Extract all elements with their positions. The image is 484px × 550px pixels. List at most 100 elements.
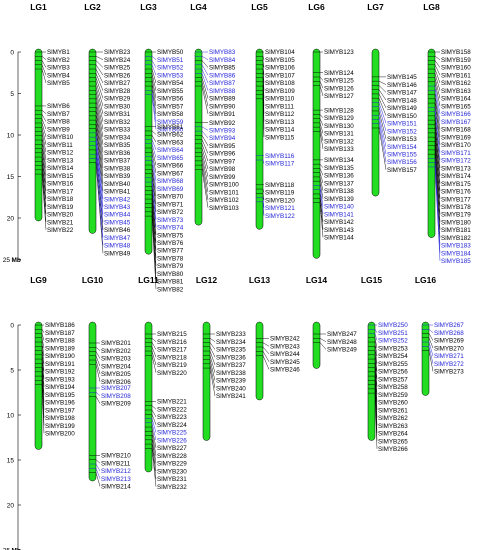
gene-label: SlMYB49 xyxy=(104,250,131,257)
chromosome-bar xyxy=(367,321,376,441)
gene-connector xyxy=(374,371,378,411)
gene-connector xyxy=(95,392,101,396)
gene-connector xyxy=(262,342,270,347)
gene-connector xyxy=(151,64,157,76)
gene-label: SlMYB166 xyxy=(441,111,471,118)
gene-connector xyxy=(434,149,441,231)
gene-label: SlMYB250 xyxy=(378,322,408,329)
gene-label: SlMYB80 xyxy=(157,271,184,278)
gene-label: SlMYB28 xyxy=(104,88,131,95)
gene-connector xyxy=(41,350,45,372)
gene-label: SlMYB70 xyxy=(157,194,184,201)
gene-label: SlMYB43 xyxy=(104,204,131,211)
linkage-group-lg12: LG12SlMYB233SlMYB234SlMYB235SlMYB236SlMY… xyxy=(196,275,246,441)
gene-connector xyxy=(95,68,104,84)
gene-label: SlMYB112 xyxy=(265,111,295,118)
gene-label: SlMYB17 xyxy=(47,188,74,195)
gene-connector xyxy=(95,98,104,138)
gene-connector xyxy=(151,94,157,130)
gene-connector xyxy=(201,143,209,162)
gene-connector xyxy=(262,73,265,91)
gene-label: SlMYB260 xyxy=(378,400,408,407)
gene-label: SlMYB228 xyxy=(157,453,187,460)
gene-label: SlMYB109 xyxy=(265,88,295,95)
gene-label: SlMYB40 xyxy=(104,181,131,188)
linkage-group-lg5: LG5SlMYB104SlMYB105SlMYB106SlMYB107SlMYB… xyxy=(251,2,295,230)
gene-label: SlMYB159 xyxy=(441,57,471,64)
gene-connector xyxy=(201,64,209,76)
gene-label: SlMYB87 xyxy=(209,80,236,87)
gene-connector xyxy=(428,350,434,372)
gene-connector xyxy=(209,346,216,358)
gene-connector xyxy=(262,77,265,99)
gene-label: SlMYB270 xyxy=(434,345,464,352)
gene-connector xyxy=(319,198,324,230)
gene-connector xyxy=(374,341,378,356)
gene-label: SlMYB69 xyxy=(157,186,184,193)
gene-connector xyxy=(319,185,324,207)
gene-connector xyxy=(151,435,157,464)
gene-label: SlMYB267 xyxy=(434,322,464,329)
gene-connector xyxy=(434,111,441,161)
gene-label: SlMYB259 xyxy=(378,392,408,399)
gene-connector xyxy=(319,118,324,126)
chromosome-bar xyxy=(312,321,321,369)
gene-connector xyxy=(151,418,157,433)
gene-label: SlMYB61 xyxy=(157,124,184,131)
gene-label: SlMYB189 xyxy=(45,345,75,352)
gene-label: SlMYB208 xyxy=(101,393,131,400)
gene-label: SlMYB168 xyxy=(441,127,471,134)
gene-label: SlMYB142 xyxy=(324,219,354,226)
gene-label: SlMYB107 xyxy=(265,72,295,79)
gene-connector xyxy=(95,73,104,91)
scale-tick-label: 20 xyxy=(7,215,15,222)
gene-label: SlMYB93 xyxy=(209,127,236,134)
gene-label: SlMYB158 xyxy=(441,49,471,56)
gene-label: SlMYB121 xyxy=(265,205,295,212)
gene-connector xyxy=(151,60,157,68)
gene-label: SlMYB248 xyxy=(327,339,357,346)
gene-label: SlMYB45 xyxy=(104,219,131,226)
gene-connector xyxy=(151,147,157,166)
scale-tick-label: 20 xyxy=(7,502,15,509)
gene-label: SlMYB214 xyxy=(101,484,131,491)
gene-connector xyxy=(434,137,441,207)
gene-label: SlMYB96 xyxy=(209,151,236,158)
gene-connector xyxy=(41,152,47,192)
gene-label: SlMYB227 xyxy=(157,445,187,452)
gene-label: SlMYB230 xyxy=(157,468,187,475)
gene-label: SlMYB66 xyxy=(157,163,184,170)
gene-label: SlMYB198 xyxy=(45,415,75,422)
gene-connector xyxy=(262,193,265,201)
gene-label: SlMYB188 xyxy=(45,338,75,345)
chromosome-bar xyxy=(88,321,97,482)
gene-label: SlMYB41 xyxy=(104,189,131,196)
gene-label: SlMYB150 xyxy=(387,113,417,120)
gene-connector xyxy=(374,393,378,449)
linkage-group-title: LG13 xyxy=(249,275,271,285)
scale-tick-label: 5 xyxy=(10,91,14,98)
gene-connector xyxy=(374,329,378,333)
gene-label: SlMYB212 xyxy=(101,468,131,475)
gene-label: SlMYB224 xyxy=(157,422,187,429)
gene-connector xyxy=(319,85,324,97)
gene-connector xyxy=(151,342,157,350)
gene-connector xyxy=(41,60,47,68)
gene-label: SlMYB170 xyxy=(441,142,471,149)
gene-connector xyxy=(151,190,157,243)
gene-label: SlMYB201 xyxy=(101,340,131,347)
gene-connector xyxy=(319,189,324,215)
linkage-group-lg10: LG10SlMYB201SlMYB202SlMYB203SlMYB204SlMY… xyxy=(82,275,131,491)
gene-label: SlMYB247 xyxy=(327,331,357,338)
gene-label: SlMYB272 xyxy=(434,361,464,368)
gene-connector xyxy=(428,337,434,349)
gene-connector xyxy=(151,152,157,174)
gene-label: SlMYB156 xyxy=(387,159,417,166)
gene-label: SlMYB125 xyxy=(324,78,354,85)
linkage-group-title: LG11 xyxy=(138,275,159,285)
gene-connector xyxy=(95,77,104,99)
gene-label: SlMYB12 xyxy=(47,150,74,157)
gene-connector xyxy=(41,384,45,434)
gene-connector xyxy=(151,414,157,425)
gene-label: SlMYB161 xyxy=(441,72,471,79)
